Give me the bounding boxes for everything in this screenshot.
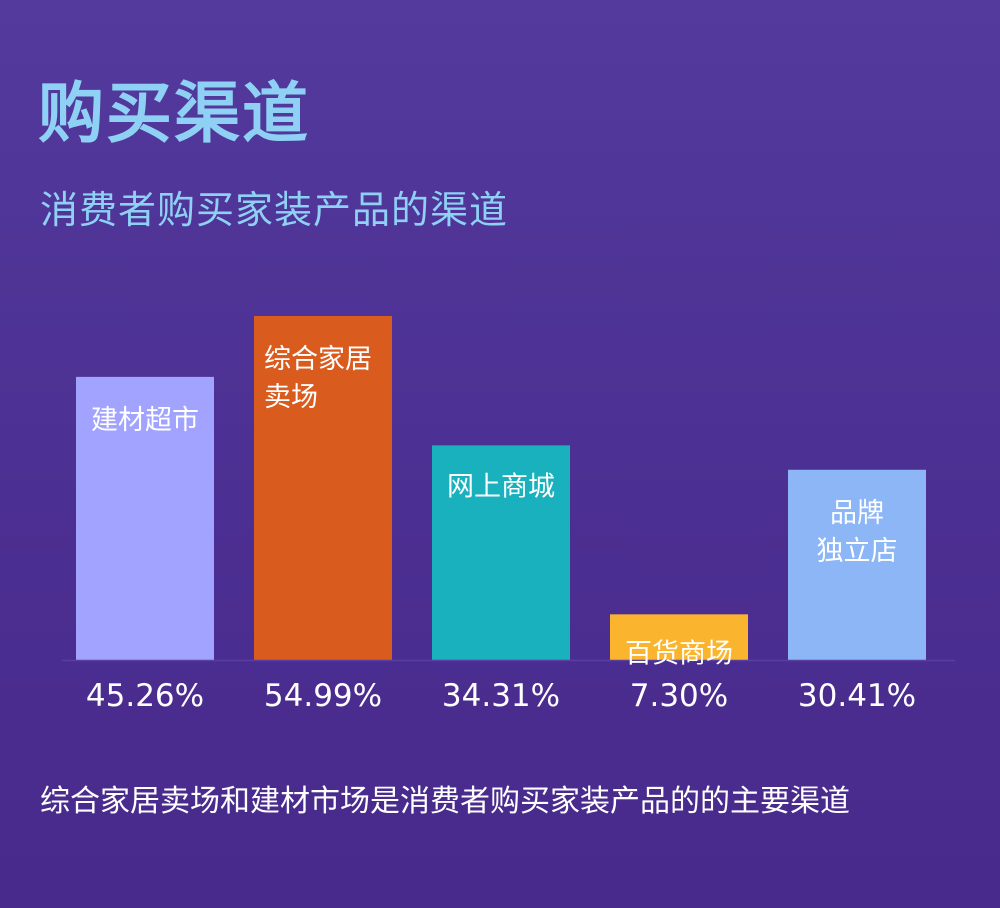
value-label-4: 30.41%	[798, 678, 916, 714]
bar-category-label-4: 品牌独立店	[817, 498, 898, 567]
bar-category-label-1: 综合家居卖场	[264, 344, 372, 413]
value-label-3: 7.30%	[630, 678, 728, 714]
page-subtitle: 消费者购买家装产品的渠道	[40, 188, 509, 232]
bar-category-label-2: 网上商城	[447, 471, 555, 502]
bar-category-label-3: 百货商场	[625, 638, 733, 669]
value-label-0: 45.26%	[86, 678, 204, 714]
bar-1	[254, 316, 392, 660]
bar-0	[76, 376, 214, 660]
bar-2	[432, 445, 570, 660]
bar-category-label-0: 建材超市	[91, 405, 199, 436]
bar-3	[610, 614, 748, 660]
chart-conclusion: 综合家居卖场和建材市场是消费者购买家装产品的的主要渠道	[40, 784, 850, 819]
bars-layer	[76, 316, 926, 660]
bar-4	[788, 469, 926, 660]
value-label-2: 34.31%	[442, 678, 560, 714]
labels-layer: 建材超市 45.26% 综合家居卖场 54.99% 网上商城 34.31% 百货商场 7.30…	[86, 344, 916, 714]
page-title: 购买渠道	[38, 75, 310, 152]
value-label-1: 54.99%	[264, 678, 382, 714]
